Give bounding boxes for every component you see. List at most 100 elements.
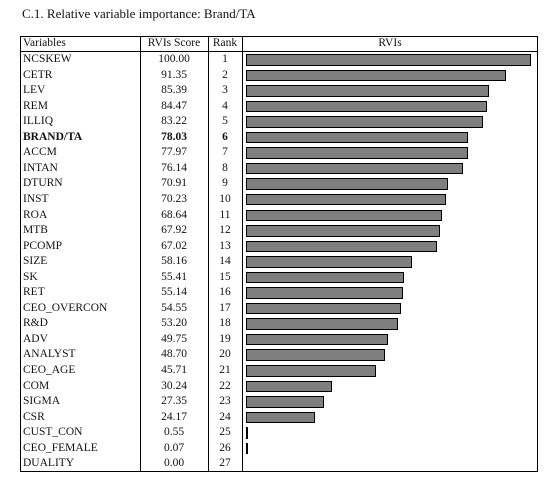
rvi-bar	[246, 69, 507, 82]
rank-value: 15	[219, 270, 231, 283]
variable-label: ROA	[23, 208, 48, 221]
rvi-score-value: 45.71	[161, 364, 187, 376]
rank-value: 7	[222, 146, 228, 159]
rank-value: 12	[219, 224, 231, 237]
rank-value: 14	[219, 255, 231, 268]
rvi-score-value: 53.20	[161, 317, 187, 330]
variable-label: SIZE	[23, 255, 48, 268]
header-rvis-score: RVIs Score	[147, 37, 201, 49]
variable-label: LEV	[23, 84, 46, 97]
header-rvis: RVIs	[378, 37, 402, 49]
rvi-score-value: 100.00	[158, 53, 190, 65]
variable-label: PCOMP	[23, 239, 62, 252]
variable-label: CEO_AGE	[23, 364, 76, 376]
rvi-bar	[246, 318, 398, 330]
rvi-score-value: 85.39	[161, 84, 187, 97]
rvi-score-value: 84.47	[161, 99, 187, 112]
variable-label: RET	[23, 286, 45, 299]
variable-label: INTAN	[23, 161, 58, 174]
rvi-bar	[246, 271, 404, 284]
rvi-bar	[246, 365, 377, 377]
rvi-score-value: 55.41	[161, 270, 187, 283]
rvi-bar	[246, 85, 490, 97]
rvi-bar	[246, 162, 463, 175]
variable-label: ACCM	[23, 146, 57, 159]
rank-value: 26	[219, 441, 231, 454]
rvi-bar	[246, 411, 315, 424]
variable-label: SK	[23, 270, 38, 283]
table-top-border	[20, 36, 538, 37]
rank-value: 18	[219, 317, 231, 330]
variable-label: DUALITY	[23, 457, 75, 470]
rvi-bar	[246, 380, 333, 393]
table-right-border	[537, 36, 538, 472]
rvi-score-value: 70.91	[161, 177, 187, 190]
rvi-score-value: 49.75	[161, 332, 187, 345]
rvi-bar	[246, 54, 531, 66]
rvi-score-value: 48.70	[161, 348, 187, 361]
rvi-score-value: 30.24	[161, 379, 187, 392]
rank-value: 3	[222, 84, 228, 97]
chart-title: C.1. Relative variable importance: Brand…	[22, 6, 256, 21]
rvi-score-value: 68.64	[161, 208, 187, 221]
variable-label: INST	[23, 192, 49, 205]
rank-value: 1	[222, 53, 228, 65]
rank-value: 10	[219, 192, 231, 205]
rank-value: 17	[219, 301, 231, 314]
rvi-bar	[246, 131, 469, 144]
variable-label: ADV	[23, 332, 48, 345]
rvi-score-value: 67.02	[161, 239, 187, 252]
rank-value: 21	[219, 364, 231, 376]
rank-value: 11	[219, 208, 231, 221]
rank-value: 2	[222, 68, 228, 81]
variable-label: ILLIQ	[23, 115, 54, 128]
rvi-bar	[246, 116, 484, 128]
column-separator-1	[140, 36, 141, 472]
rank-value: 23	[219, 395, 231, 408]
rvi-bar	[246, 240, 437, 253]
rvi-bar	[246, 225, 440, 237]
rvi-bar	[246, 209, 442, 222]
column-separator-3	[242, 36, 243, 472]
variable-label: NCSKEW	[23, 53, 72, 65]
rvi-score-value: 77.97	[161, 146, 187, 159]
rvi-bar	[246, 193, 447, 206]
rvi-bar	[246, 287, 404, 299]
variable-label: R&D	[23, 317, 48, 330]
table-bottom-border	[20, 471, 538, 472]
rvi-table: Variables RVIs Score Rank RVIs NCSKEW 100…	[20, 36, 538, 472]
rank-value: 5	[222, 115, 228, 128]
rvi-score-value: 70.23	[161, 192, 187, 205]
rank-value: 27	[219, 457, 231, 470]
variable-label: REM	[23, 99, 48, 112]
rank-value: 22	[219, 379, 231, 392]
rvi-score-value: 54.55	[161, 301, 187, 314]
rvi-score-value: 58.16	[161, 255, 187, 268]
rvi-score-value: 24.17	[161, 410, 187, 423]
variable-label: SIGMA	[23, 395, 61, 408]
rank-value: 20	[219, 348, 231, 361]
rvi-bar	[246, 100, 487, 113]
variable-label: CSR	[23, 410, 45, 423]
rvi-bar	[246, 427, 248, 439]
header-variables: Variables	[23, 37, 66, 49]
variable-label: CUST_CON	[23, 426, 83, 439]
rvi-bar	[246, 302, 402, 315]
header-rank: Rank	[212, 37, 238, 49]
rvi-score-value: 0.07	[163, 441, 185, 454]
rvi-score-value: 67.92	[161, 224, 187, 237]
table-left-border	[20, 36, 21, 472]
rvi-bar	[246, 442, 248, 455]
rvi-score-value: 0.00	[163, 457, 185, 470]
rvi-score-value: 78.03	[161, 130, 187, 143]
rank-value: 4	[222, 99, 228, 112]
variable-label: COM	[23, 379, 50, 392]
rank-value: 13	[219, 239, 231, 252]
header-separator	[20, 51, 538, 52]
rank-value: 8	[222, 161, 228, 174]
variable-label: DTURN	[23, 177, 63, 190]
variable-label: ANALYST	[23, 348, 76, 361]
variable-label: BRAND/TA	[23, 130, 83, 143]
rvi-score-value: 27.35	[161, 395, 187, 408]
rank-value: 9	[222, 177, 228, 190]
